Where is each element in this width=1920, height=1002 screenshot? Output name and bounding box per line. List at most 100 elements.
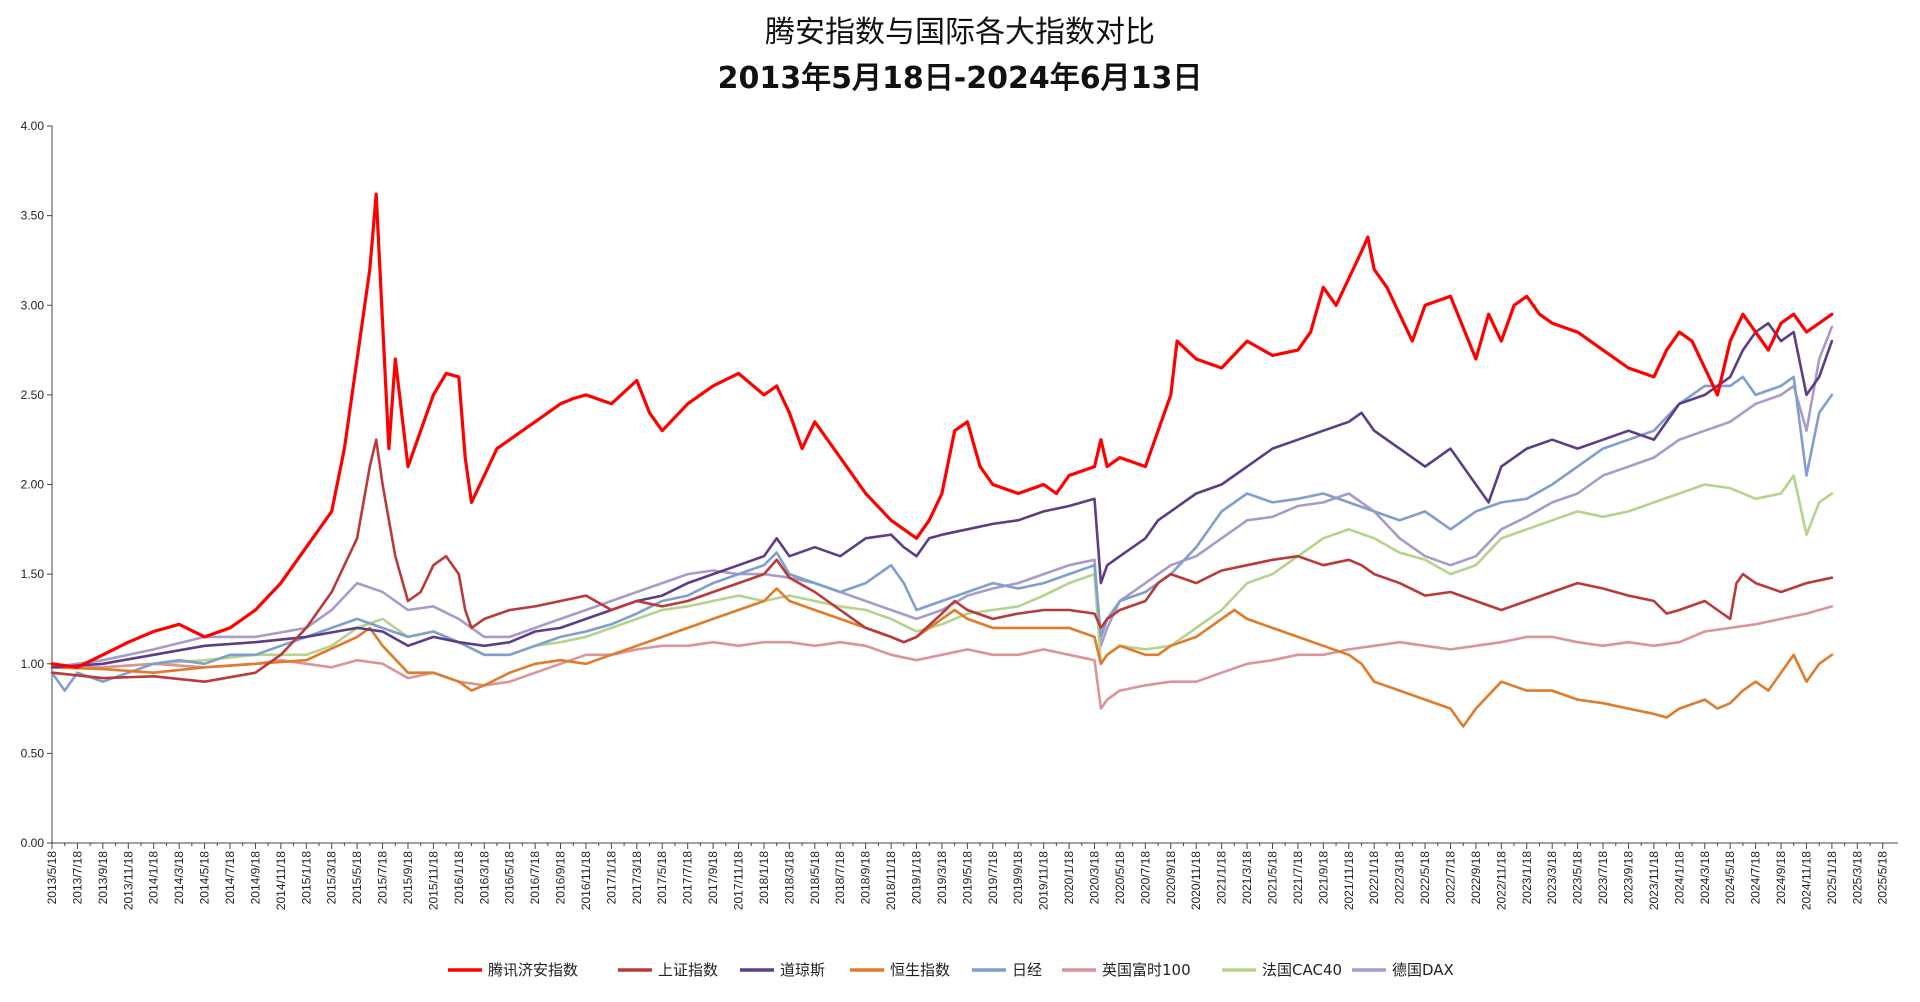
y-tick-label: 2.50 xyxy=(21,388,45,402)
legend-label-6: 法国CAC40 xyxy=(1262,961,1342,979)
legend-label-3: 恒生指数 xyxy=(890,961,950,979)
x-tick-label: 2022/3/18 xyxy=(1393,851,1407,905)
plot-area xyxy=(50,192,1834,728)
x-tick-label: 2016/7/18 xyxy=(528,851,542,905)
series-line-0 xyxy=(50,192,1834,669)
x-tick-label: 2015/1/18 xyxy=(299,851,313,905)
x-tick-label: 2013/9/18 xyxy=(96,851,110,905)
x-tick-label: 2017/5/18 xyxy=(655,851,669,905)
y-tick-label: 3.00 xyxy=(21,298,45,312)
series-line-2 xyxy=(50,321,1834,669)
x-tick-label: 2021/7/18 xyxy=(1291,851,1305,905)
x-tick-label: 2022/5/18 xyxy=(1418,851,1432,905)
x-tick-label: 2020/3/18 xyxy=(1088,851,1102,905)
legend-label-1: 上证指数 xyxy=(658,961,718,979)
legend: 腾讯济安指数 上证指数 道琼斯 恒生指数 日经 英国富时100 法国CAC40 德国DAX xyxy=(448,961,1454,979)
legend-label-2: 道琼斯 xyxy=(780,961,825,979)
x-tick-label: 2022/1/18 xyxy=(1367,851,1381,905)
x-tick-label: 2016/11/18 xyxy=(579,851,593,910)
legend-label-0: 腾讯济安指数 xyxy=(488,961,578,979)
y-tick-label: 3.50 xyxy=(21,209,45,223)
x-tick-label: 2014/5/18 xyxy=(198,851,212,905)
x-tick-label: 2014/11/18 xyxy=(274,851,288,910)
x-tick-label: 2020/1/18 xyxy=(1062,851,1076,905)
x-axis: 2013/5/18 2013/7/18 2013/9/18 2013/11/18 201… xyxy=(45,842,1898,910)
x-tick-label: 2017/11/18 xyxy=(732,851,746,910)
x-tick-label: 2016/3/18 xyxy=(477,851,491,905)
x-tick-label: 2023/1/18 xyxy=(1520,851,1534,905)
x-tick-label: 2016/5/18 xyxy=(503,851,517,905)
x-tick-label: 2014/9/18 xyxy=(248,851,262,905)
x-tick-label: 2017/7/18 xyxy=(681,851,695,905)
x-tick-label: 2024/7/18 xyxy=(1749,851,1763,905)
x-tick-label: 2021/3/18 xyxy=(1240,851,1254,905)
legend-label-4: 日经 xyxy=(1012,961,1042,979)
x-tick-label: 2013/11/18 xyxy=(121,851,135,910)
x-tick-label: 2015/3/18 xyxy=(325,851,339,905)
x-tick-label: 2018/7/18 xyxy=(833,851,847,905)
x-tick-label: 2018/3/18 xyxy=(782,851,796,905)
x-tick-label: 2025/3/18 xyxy=(1850,851,1864,905)
x-tick-label: 2017/3/18 xyxy=(630,851,644,905)
x-tick-label: 2013/7/18 xyxy=(70,851,84,905)
x-tick-label: 2021/1/18 xyxy=(1215,851,1229,905)
chart-subtitle: 2013年5月18日-2024年6月13日 xyxy=(718,61,1203,96)
x-tick-label: 2019/7/18 xyxy=(986,851,1000,905)
x-tick-label: 2024/5/18 xyxy=(1723,851,1737,905)
y-tick-label: 1.50 xyxy=(21,567,45,581)
x-tick-label: 2019/11/18 xyxy=(1037,851,1051,910)
x-tick-label: 2023/7/18 xyxy=(1596,851,1610,905)
x-tick-label: 2023/3/18 xyxy=(1545,851,1559,905)
x-tick-label: 2024/9/18 xyxy=(1774,851,1788,905)
x-tick-label: 2023/5/18 xyxy=(1571,851,1585,905)
x-tick-label: 2018/9/18 xyxy=(859,851,873,905)
x-tick-label: 2019/1/18 xyxy=(910,851,924,905)
x-tick-label: 2024/1/18 xyxy=(1672,851,1686,905)
x-tick-label: 2015/7/18 xyxy=(376,851,390,905)
x-tick-label: 2020/7/18 xyxy=(1138,851,1152,905)
chart-title: 腾安指数与国际各大指数对比 xyxy=(765,15,1155,50)
x-tick-label: 2020/11/18 xyxy=(1189,851,1203,910)
x-tick-label: 2015/11/18 xyxy=(426,851,440,910)
x-tick-label: 2024/3/18 xyxy=(1698,851,1712,905)
x-tick-label: 2025/5/18 xyxy=(1876,851,1890,905)
series-line-4 xyxy=(50,375,1834,692)
x-tick-label: 2022/7/18 xyxy=(1443,851,1457,905)
x-tick-label: 2013/5/18 xyxy=(45,851,59,905)
x-tick-label: 2020/9/18 xyxy=(1164,851,1178,905)
y-tick-label: 0.00 xyxy=(21,836,45,850)
series-line-3 xyxy=(50,587,1834,728)
y-tick-label: 2.00 xyxy=(21,478,45,492)
y-tick-label: 4.00 xyxy=(21,119,45,133)
x-tick-label: 2016/9/18 xyxy=(554,851,568,905)
x-tick-label: 2019/3/18 xyxy=(935,851,949,905)
y-axis: 0.00 0.50 1.00 1.50 2.00 2.50 3.00 3.50 4.00 xyxy=(21,119,53,850)
x-tick-label: 2021/11/18 xyxy=(1342,851,1356,910)
x-tick-label: 2018/11/18 xyxy=(884,851,898,910)
series-line-1 xyxy=(50,438,1834,683)
x-tick-label: 2025/1/18 xyxy=(1825,851,1839,905)
x-tick-label: 2022/11/18 xyxy=(1494,851,1508,910)
y-tick-label: 1.00 xyxy=(21,657,45,671)
legend-label-5: 英国富时100 xyxy=(1102,961,1191,979)
x-tick-label: 2023/11/18 xyxy=(1647,851,1661,910)
x-tick-label: 2015/5/18 xyxy=(350,851,364,905)
x-tick-label: 2019/5/18 xyxy=(960,851,974,905)
x-tick-label: 2015/9/18 xyxy=(401,851,415,905)
x-tick-label: 2016/1/18 xyxy=(452,851,466,905)
x-tick-label: 2021/5/18 xyxy=(1265,851,1279,905)
x-tick-label: 2014/1/18 xyxy=(147,851,161,905)
x-tick-label: 2020/5/18 xyxy=(1113,851,1127,905)
y-tick-label: 0.50 xyxy=(21,746,45,760)
x-tick-label: 2024/11/18 xyxy=(1799,851,1813,910)
legend-label-7: 德国DAX xyxy=(1392,961,1454,979)
x-tick-label: 2022/9/18 xyxy=(1469,851,1483,905)
x-tick-label: 2014/7/18 xyxy=(223,851,237,905)
x-tick-label: 2023/9/18 xyxy=(1621,851,1635,905)
x-tick-label: 2019/9/18 xyxy=(1011,851,1025,905)
x-tick-label: 2018/5/18 xyxy=(808,851,822,905)
x-tick-label: 2018/1/18 xyxy=(757,851,771,905)
x-tick-label: 2017/9/18 xyxy=(706,851,720,905)
